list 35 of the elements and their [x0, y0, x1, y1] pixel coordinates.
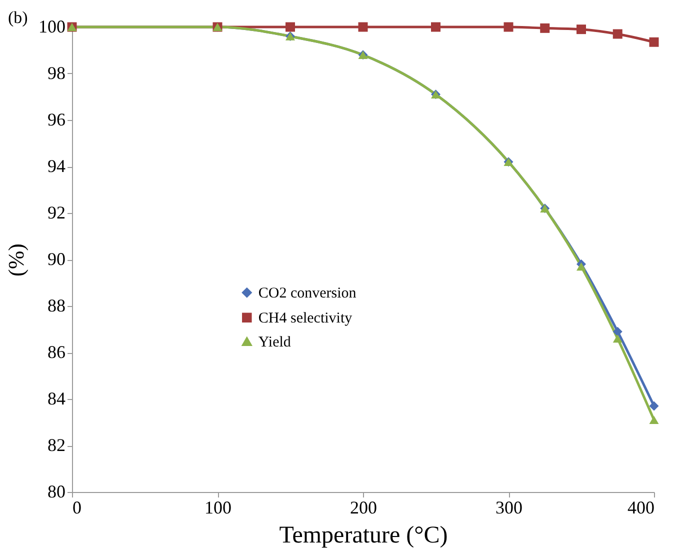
y-axis-title: (%)	[4, 244, 28, 276]
x-tick-label: 400	[628, 498, 654, 518]
legend-label: Yield	[258, 334, 292, 351]
x-tick-label: 0	[72, 498, 82, 518]
point	[358, 22, 368, 32]
point	[649, 401, 659, 411]
x-tick-label: 100	[204, 498, 232, 518]
point	[612, 334, 622, 343]
y-tick-label: 96	[48, 110, 66, 130]
y-tick-label: 86	[48, 342, 66, 362]
y-tick-label: 82	[48, 435, 66, 455]
x-tick-label: 200	[350, 498, 377, 518]
y-tick-label: 98	[48, 63, 66, 83]
legend-label: CO2 conversion	[258, 286, 357, 302]
point	[612, 326, 622, 336]
point	[431, 22, 440, 32]
point	[504, 22, 514, 32]
x-axis-title: Temperature (°C)	[279, 522, 448, 548]
point	[286, 22, 295, 32]
y-tick-label: 94	[48, 156, 66, 176]
y-tick-label: 92	[48, 202, 66, 222]
y-tick-label: 88	[48, 296, 66, 316]
point	[612, 29, 622, 39]
point	[540, 23, 550, 33]
y-tick-label: 84	[48, 388, 66, 408]
y-tick-label: 100	[38, 16, 66, 36]
y-tick-label: 80	[48, 482, 66, 502]
text: (b)	[8, 8, 28, 27]
x-tick-label: 300	[496, 498, 522, 518]
point	[649, 37, 659, 47]
y-tick-label: 90	[48, 249, 66, 269]
point	[576, 262, 586, 271]
point	[649, 416, 659, 424]
point	[576, 24, 586, 34]
legend-label: CH4 selectivity	[258, 310, 353, 327]
